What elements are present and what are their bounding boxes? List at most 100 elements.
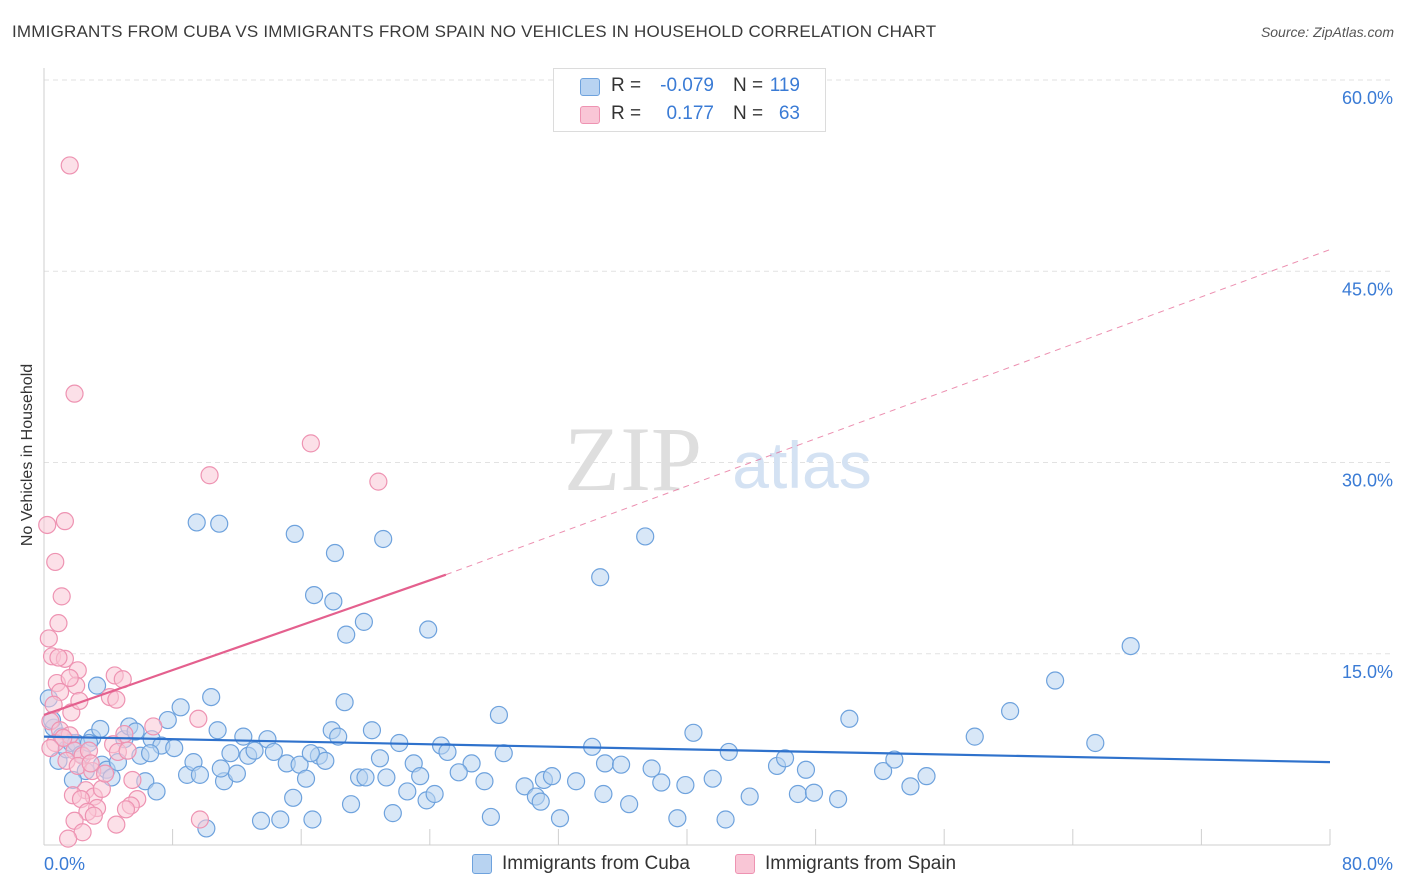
cuba-point <box>917 767 936 786</box>
cuba-point <box>251 811 271 830</box>
spain-point <box>95 764 115 783</box>
watermark: ZIP atlas <box>564 408 872 510</box>
cuba-point <box>885 750 904 769</box>
cuba-point <box>481 807 500 827</box>
legend-r-value: -0.079 <box>660 75 714 96</box>
x-tick-label: 80.0% <box>1342 854 1393 874</box>
spain-point <box>41 738 60 758</box>
cuba-point <box>425 784 444 804</box>
cuba-point <box>796 760 816 779</box>
cuba-point <box>284 788 303 807</box>
spain-point <box>49 648 68 667</box>
cuba-point <box>438 742 457 762</box>
cuba-point <box>531 792 550 811</box>
cuba-point <box>411 767 430 786</box>
cuba-point <box>383 804 402 823</box>
cuba-point <box>271 810 290 829</box>
cuba-point <box>595 754 615 773</box>
cuba-point <box>475 772 494 791</box>
spain-point <box>49 614 68 633</box>
cuba-point <box>566 772 586 791</box>
cuba-point <box>337 625 356 644</box>
cuba-point <box>147 782 166 801</box>
cuba-point <box>840 709 859 728</box>
cuba-point <box>719 742 738 762</box>
cuba-point <box>264 742 283 762</box>
cuba-point <box>362 721 382 740</box>
cuba-point <box>211 759 230 778</box>
cuba-point <box>354 612 373 631</box>
cuba-point <box>965 727 984 746</box>
cuba-point <box>775 749 795 768</box>
spain-point <box>84 806 103 825</box>
spain-point <box>60 668 79 688</box>
spain-point <box>59 829 78 848</box>
cuba-point <box>370 749 390 768</box>
spain-point <box>189 709 208 728</box>
series-swatch-cuba <box>472 854 492 874</box>
cuba-point <box>356 768 375 787</box>
cuba-point <box>494 744 513 763</box>
cuba-point <box>1086 733 1105 753</box>
legend-swatch-spain <box>580 106 600 124</box>
x-tick-label: 0.0% <box>44 854 85 874</box>
cuba-point <box>788 784 808 804</box>
stats-legend: R = -0.079 N = 119 R = 0.177 N = 63 <box>553 68 826 132</box>
cuba-point <box>285 524 304 544</box>
spain-point <box>190 810 210 829</box>
cuba-point <box>591 568 610 587</box>
cuba-point <box>550 809 570 828</box>
spain-point <box>118 741 137 760</box>
y-tick-label: 45.0% <box>1342 279 1393 299</box>
cuba-point <box>542 767 562 786</box>
cuba-point <box>202 687 221 707</box>
trend-layer <box>43 249 1331 764</box>
spain-point <box>92 779 111 799</box>
legend-r-value: 0.177 <box>666 103 714 124</box>
y-tick-label: 30.0% <box>1342 471 1393 491</box>
cuba-point <box>489 705 509 725</box>
cuba-point <box>377 768 396 787</box>
cuba-point <box>668 809 687 828</box>
cuba-point <box>374 529 393 549</box>
cuba-point <box>684 723 703 742</box>
cuba-point <box>874 761 893 781</box>
y-tick-label: 60.0% <box>1342 88 1393 108</box>
series-label-spain: Immigrants from Spain <box>765 853 957 874</box>
cuba-point <box>642 759 661 778</box>
cuba-point <box>341 795 361 814</box>
legend-swatch-cuba <box>580 78 600 96</box>
cuba-point <box>165 738 184 758</box>
spain-point <box>200 466 219 485</box>
series-label-cuba: Immigrants from Cuba <box>502 853 690 874</box>
cuba-point <box>87 676 107 695</box>
cuba-point <box>703 769 722 788</box>
cuba-point <box>91 719 110 739</box>
spain-point <box>55 512 74 531</box>
cuba-point <box>515 777 534 796</box>
spain-point <box>52 587 71 606</box>
cuba-trend-line <box>43 735 1331 764</box>
spain-point <box>107 815 126 834</box>
cuba-point <box>1121 636 1140 656</box>
legend-row-spain: R = 0.177 N = 63 <box>554 100 825 128</box>
cuba-point <box>329 727 348 746</box>
spain-point <box>144 717 163 736</box>
spain-point <box>301 434 320 453</box>
cuba-point <box>316 751 335 770</box>
cuba-point <box>324 592 343 611</box>
spain-trend-line-extension <box>445 249 1331 576</box>
cuba-point <box>676 775 695 795</box>
cuba-point <box>716 810 735 829</box>
legend-r-label: R = <box>611 103 642 124</box>
cuba-point <box>620 795 639 814</box>
legend-n-value: 119 <box>769 75 800 96</box>
y-tick-label: 15.0% <box>1342 662 1393 682</box>
spain-point <box>65 384 84 403</box>
cuba-point <box>234 727 253 746</box>
cuba-point <box>296 769 316 788</box>
spain-point <box>107 690 126 709</box>
cuba-point <box>208 721 227 740</box>
legend-n-value: 63 <box>778 103 800 124</box>
cuba-point <box>652 773 671 792</box>
